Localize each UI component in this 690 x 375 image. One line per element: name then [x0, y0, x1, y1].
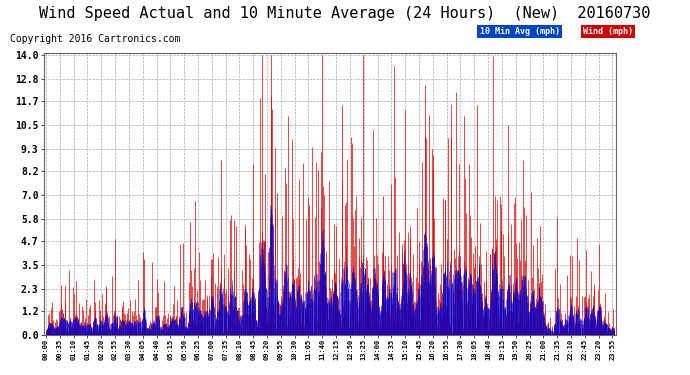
Text: 10 Min Avg (mph): 10 Min Avg (mph)	[480, 27, 560, 36]
Text: Wind (mph): Wind (mph)	[583, 27, 633, 36]
Text: Wind Speed Actual and 10 Minute Average (24 Hours)  (New)  20160730: Wind Speed Actual and 10 Minute Average …	[39, 6, 651, 21]
Text: Copyright 2016 Cartronics.com: Copyright 2016 Cartronics.com	[10, 34, 181, 44]
